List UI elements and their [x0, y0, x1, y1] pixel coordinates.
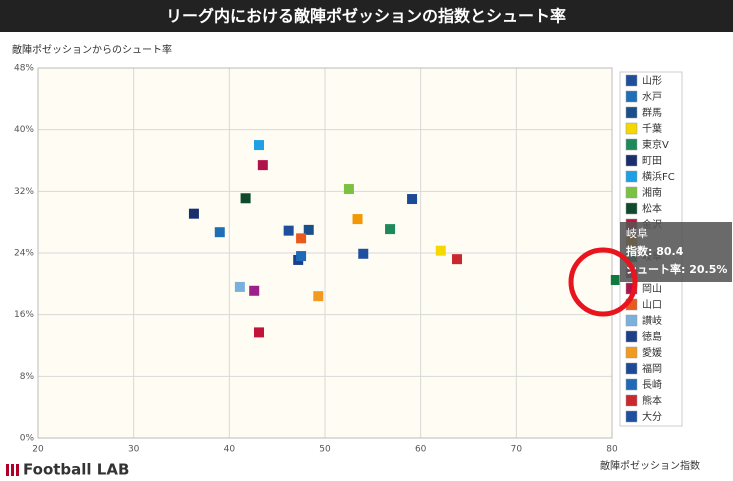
legend-swatch — [625, 410, 638, 423]
legend-swatch — [625, 106, 638, 119]
y-tick-label: 0% — [20, 434, 35, 444]
legend-label: 山口 — [642, 299, 662, 311]
point — [358, 248, 369, 259]
legend-label: 讃岐 — [642, 314, 662, 327]
legend-label: 横浜FC — [642, 170, 675, 183]
legend-swatch — [625, 394, 638, 407]
y-axis-label: 敵陣ポゼッションからのシュート率 — [12, 43, 172, 56]
y-tick-label: 32% — [14, 187, 34, 197]
title-bar — [0, 0, 733, 32]
legend-label: 千葉 — [642, 122, 662, 135]
legend-swatch — [625, 362, 638, 375]
point — [283, 225, 294, 236]
legend-label: 熊本 — [642, 394, 662, 407]
point — [610, 274, 621, 285]
legend-swatch — [625, 122, 638, 135]
legend-label: 長崎 — [642, 378, 662, 391]
legend-swatch — [625, 202, 638, 215]
point — [253, 140, 264, 151]
x-tick-label: 70 — [511, 445, 523, 455]
point — [253, 327, 264, 338]
point — [435, 245, 446, 256]
point — [257, 160, 268, 171]
point — [214, 227, 225, 238]
chart-title: リーグ内における敵陣ポゼッションの指数とシュート率 — [166, 7, 566, 26]
legend-label: 湘南 — [642, 186, 662, 199]
point — [234, 281, 245, 292]
point — [407, 194, 418, 205]
legend-label: 愛媛 — [642, 346, 662, 359]
x-tick-label: 40 — [224, 445, 236, 455]
x-tick-label: 20 — [32, 445, 44, 455]
legend-label: 徳島 — [642, 330, 662, 343]
point — [240, 193, 251, 204]
legend-swatch — [625, 186, 638, 199]
legend-swatch — [625, 74, 638, 87]
x-tick-label: 80 — [606, 445, 618, 455]
tooltip-line: 指数: 80.4 — [626, 244, 684, 258]
legend-label: 群馬 — [642, 106, 662, 119]
tooltip-line: シュート率: 20.5% — [626, 262, 727, 276]
x-tick-label: 60 — [415, 445, 427, 455]
legend-label: 松本 — [642, 202, 662, 215]
y-tick-label: 8% — [20, 372, 35, 382]
x-tick-label: 30 — [128, 445, 140, 455]
legend-swatch — [625, 138, 638, 151]
legend-label: 岡山 — [642, 283, 662, 295]
legend-swatch — [625, 154, 638, 167]
x-axis-label: 敵陣ポゼッション指数 — [600, 459, 700, 472]
legend-swatch — [625, 378, 638, 391]
point — [303, 224, 314, 235]
y-tick-label: 24% — [14, 249, 34, 259]
tooltip-line: 岐阜 — [626, 227, 648, 240]
y-tick-label: 48% — [14, 64, 34, 74]
legend-swatch — [625, 314, 638, 327]
point — [249, 285, 260, 296]
logo-bar — [16, 464, 19, 476]
legend-swatch — [625, 170, 638, 183]
legend-swatch — [625, 90, 638, 103]
y-tick-label: 16% — [14, 310, 34, 320]
point — [343, 184, 354, 195]
highlight-circle — [568, 247, 638, 317]
logo: Football LAB — [6, 461, 129, 479]
legend-label: 東京V — [642, 138, 669, 151]
point — [296, 251, 307, 262]
point — [352, 214, 363, 225]
point — [313, 291, 324, 302]
legend-label: 町田 — [642, 156, 662, 167]
legend-label: 水戸 — [642, 91, 662, 103]
legend-label: 大分 — [642, 410, 662, 423]
brand: Football LAB — [23, 461, 129, 479]
logo-bar — [6, 464, 9, 476]
point — [452, 254, 463, 265]
point — [385, 224, 396, 235]
tooltip-box — [620, 222, 732, 282]
legend-label: 福岡 — [642, 362, 662, 375]
y-tick-label: 40% — [14, 125, 34, 135]
point — [188, 208, 199, 219]
legend-swatch — [625, 330, 638, 343]
logo-bar — [11, 464, 14, 476]
x-tick-label: 50 — [319, 445, 331, 455]
point — [296, 233, 307, 244]
legend-label: 山形 — [642, 75, 662, 87]
legend-swatch — [625, 346, 638, 359]
